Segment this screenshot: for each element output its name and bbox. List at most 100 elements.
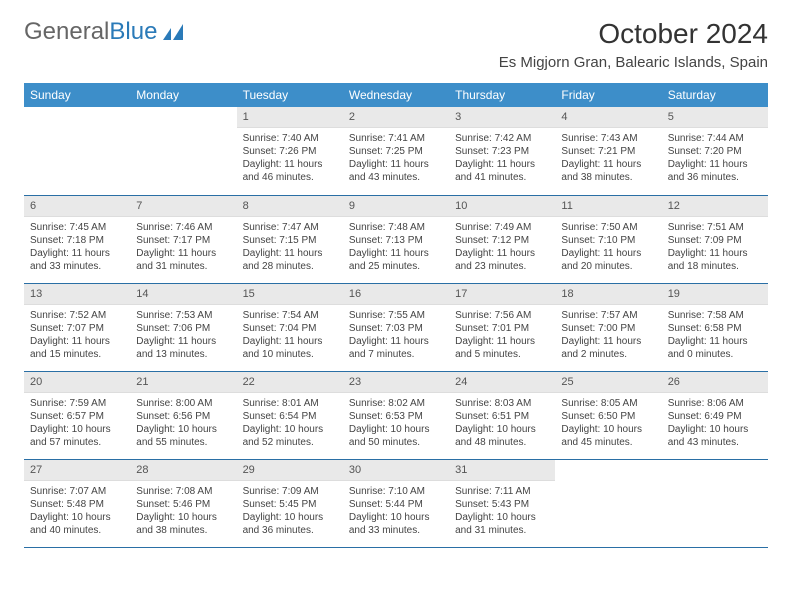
day-number: 27 xyxy=(24,460,130,481)
day-number: 31 xyxy=(449,460,555,481)
calendar-cell: 24Sunrise: 8:03 AMSunset: 6:51 PMDayligh… xyxy=(449,371,555,459)
day-number: 1 xyxy=(237,107,343,128)
daylight-text: Daylight: 11 hours and 33 minutes. xyxy=(30,247,124,273)
calendar-row: 6Sunrise: 7:45 AMSunset: 7:18 PMDaylight… xyxy=(24,195,768,283)
sunset-text: Sunset: 7:13 PM xyxy=(349,234,443,247)
sunrise-text: Sunrise: 7:56 AM xyxy=(455,309,549,322)
sunset-text: Sunset: 7:26 PM xyxy=(243,145,337,158)
day-number: 18 xyxy=(555,284,661,305)
daylight-text: Daylight: 11 hours and 41 minutes. xyxy=(455,158,549,184)
title-block: October 2024 Es Migjorn Gran, Balearic I… xyxy=(499,18,768,71)
day-number: 12 xyxy=(662,196,768,217)
day-number: 5 xyxy=(662,107,768,128)
day-body: Sunrise: 8:06 AMSunset: 6:49 PMDaylight:… xyxy=(662,393,768,453)
sunrise-text: Sunrise: 7:08 AM xyxy=(136,485,230,498)
daylight-text: Daylight: 10 hours and 45 minutes. xyxy=(561,423,655,449)
day-body: Sunrise: 7:56 AMSunset: 7:01 PMDaylight:… xyxy=(449,305,555,365)
day-body: Sunrise: 7:40 AMSunset: 7:26 PMDaylight:… xyxy=(237,128,343,188)
location: Es Migjorn Gran, Balearic Islands, Spain xyxy=(499,54,768,71)
calendar-cell: 1Sunrise: 7:40 AMSunset: 7:26 PMDaylight… xyxy=(237,107,343,195)
calendar-cell: 25Sunrise: 8:05 AMSunset: 6:50 PMDayligh… xyxy=(555,371,661,459)
day-number: 21 xyxy=(130,372,236,393)
daylight-text: Daylight: 11 hours and 13 minutes. xyxy=(136,335,230,361)
weekday-header: Tuesday xyxy=(237,83,343,107)
daylight-text: Daylight: 10 hours and 52 minutes. xyxy=(243,423,337,449)
daylight-text: Daylight: 11 hours and 5 minutes. xyxy=(455,335,549,361)
day-body: Sunrise: 7:11 AMSunset: 5:43 PMDaylight:… xyxy=(449,481,555,541)
day-number: 14 xyxy=(130,284,236,305)
sunset-text: Sunset: 7:06 PM xyxy=(136,322,230,335)
day-body: Sunrise: 8:03 AMSunset: 6:51 PMDaylight:… xyxy=(449,393,555,453)
sunset-text: Sunset: 7:15 PM xyxy=(243,234,337,247)
day-number: 15 xyxy=(237,284,343,305)
calendar-cell: 16Sunrise: 7:55 AMSunset: 7:03 PMDayligh… xyxy=(343,283,449,371)
day-body: Sunrise: 8:02 AMSunset: 6:53 PMDaylight:… xyxy=(343,393,449,453)
sunrise-text: Sunrise: 7:58 AM xyxy=(668,309,762,322)
daylight-text: Daylight: 11 hours and 25 minutes. xyxy=(349,247,443,273)
calendar-cell: 30Sunrise: 7:10 AMSunset: 5:44 PMDayligh… xyxy=(343,459,449,547)
calendar-cell: 2Sunrise: 7:41 AMSunset: 7:25 PMDaylight… xyxy=(343,107,449,195)
weekday-header: Sunday xyxy=(24,83,130,107)
day-number: 30 xyxy=(343,460,449,481)
sunrise-text: Sunrise: 7:11 AM xyxy=(455,485,549,498)
sunset-text: Sunset: 7:21 PM xyxy=(561,145,655,158)
day-number: 4 xyxy=(555,107,661,128)
sunrise-text: Sunrise: 7:44 AM xyxy=(668,132,762,145)
sunrise-text: Sunrise: 7:59 AM xyxy=(30,397,124,410)
calendar-cell: 15Sunrise: 7:54 AMSunset: 7:04 PMDayligh… xyxy=(237,283,343,371)
daylight-text: Daylight: 10 hours and 50 minutes. xyxy=(349,423,443,449)
weekday-header: Thursday xyxy=(449,83,555,107)
daylight-text: Daylight: 11 hours and 18 minutes. xyxy=(668,247,762,273)
sunrise-text: Sunrise: 7:48 AM xyxy=(349,221,443,234)
day-body: Sunrise: 8:00 AMSunset: 6:56 PMDaylight:… xyxy=(130,393,236,453)
calendar-cell: 22Sunrise: 8:01 AMSunset: 6:54 PMDayligh… xyxy=(237,371,343,459)
sunrise-text: Sunrise: 7:52 AM xyxy=(30,309,124,322)
sunset-text: Sunset: 7:04 PM xyxy=(243,322,337,335)
daylight-text: Daylight: 11 hours and 43 minutes. xyxy=(349,158,443,184)
day-body: Sunrise: 7:57 AMSunset: 7:00 PMDaylight:… xyxy=(555,305,661,365)
day-body: Sunrise: 7:50 AMSunset: 7:10 PMDaylight:… xyxy=(555,217,661,277)
calendar-cell xyxy=(662,459,768,547)
day-body: Sunrise: 7:51 AMSunset: 7:09 PMDaylight:… xyxy=(662,217,768,277)
sunset-text: Sunset: 7:18 PM xyxy=(30,234,124,247)
sunset-text: Sunset: 7:12 PM xyxy=(455,234,549,247)
day-body: Sunrise: 7:58 AMSunset: 6:58 PMDaylight:… xyxy=(662,305,768,365)
calendar-cell: 23Sunrise: 8:02 AMSunset: 6:53 PMDayligh… xyxy=(343,371,449,459)
weekday-header: Wednesday xyxy=(343,83,449,107)
sunrise-text: Sunrise: 7:46 AM xyxy=(136,221,230,234)
sunrise-text: Sunrise: 7:51 AM xyxy=(668,221,762,234)
daylight-text: Daylight: 10 hours and 36 minutes. xyxy=(243,511,337,537)
logo: GeneralBlue xyxy=(24,18,189,46)
sunrise-text: Sunrise: 7:55 AM xyxy=(349,309,443,322)
day-body: Sunrise: 7:49 AMSunset: 7:12 PMDaylight:… xyxy=(449,217,555,277)
calendar-cell: 8Sunrise: 7:47 AMSunset: 7:15 PMDaylight… xyxy=(237,195,343,283)
day-body: Sunrise: 7:44 AMSunset: 7:20 PMDaylight:… xyxy=(662,128,768,188)
daylight-text: Daylight: 10 hours and 31 minutes. xyxy=(455,511,549,537)
daylight-text: Daylight: 11 hours and 20 minutes. xyxy=(561,247,655,273)
sunset-text: Sunset: 6:53 PM xyxy=(349,410,443,423)
calendar-cell xyxy=(555,459,661,547)
day-body: Sunrise: 7:41 AMSunset: 7:25 PMDaylight:… xyxy=(343,128,449,188)
day-body: Sunrise: 7:52 AMSunset: 7:07 PMDaylight:… xyxy=(24,305,130,365)
daylight-text: Daylight: 11 hours and 31 minutes. xyxy=(136,247,230,273)
logo-flag-icon xyxy=(163,24,189,40)
calendar-row: 13Sunrise: 7:52 AMSunset: 7:07 PMDayligh… xyxy=(24,283,768,371)
sunrise-text: Sunrise: 7:47 AM xyxy=(243,221,337,234)
calendar-cell: 13Sunrise: 7:52 AMSunset: 7:07 PMDayligh… xyxy=(24,283,130,371)
sunset-text: Sunset: 5:48 PM xyxy=(30,498,124,511)
daylight-text: Daylight: 11 hours and 36 minutes. xyxy=(668,158,762,184)
day-body: Sunrise: 7:43 AMSunset: 7:21 PMDaylight:… xyxy=(555,128,661,188)
calendar-cell: 18Sunrise: 7:57 AMSunset: 7:00 PMDayligh… xyxy=(555,283,661,371)
daylight-text: Daylight: 10 hours and 48 minutes. xyxy=(455,423,549,449)
sunset-text: Sunset: 7:01 PM xyxy=(455,322,549,335)
daylight-text: Daylight: 10 hours and 43 minutes. xyxy=(668,423,762,449)
calendar-cell xyxy=(130,107,236,195)
sunrise-text: Sunrise: 7:41 AM xyxy=(349,132,443,145)
sunset-text: Sunset: 6:49 PM xyxy=(668,410,762,423)
calendar-row: 20Sunrise: 7:59 AMSunset: 6:57 PMDayligh… xyxy=(24,371,768,459)
day-number: 25 xyxy=(555,372,661,393)
sunset-text: Sunset: 6:57 PM xyxy=(30,410,124,423)
sunrise-text: Sunrise: 8:00 AM xyxy=(136,397,230,410)
sunset-text: Sunset: 7:25 PM xyxy=(349,145,443,158)
sunrise-text: Sunrise: 8:06 AM xyxy=(668,397,762,410)
